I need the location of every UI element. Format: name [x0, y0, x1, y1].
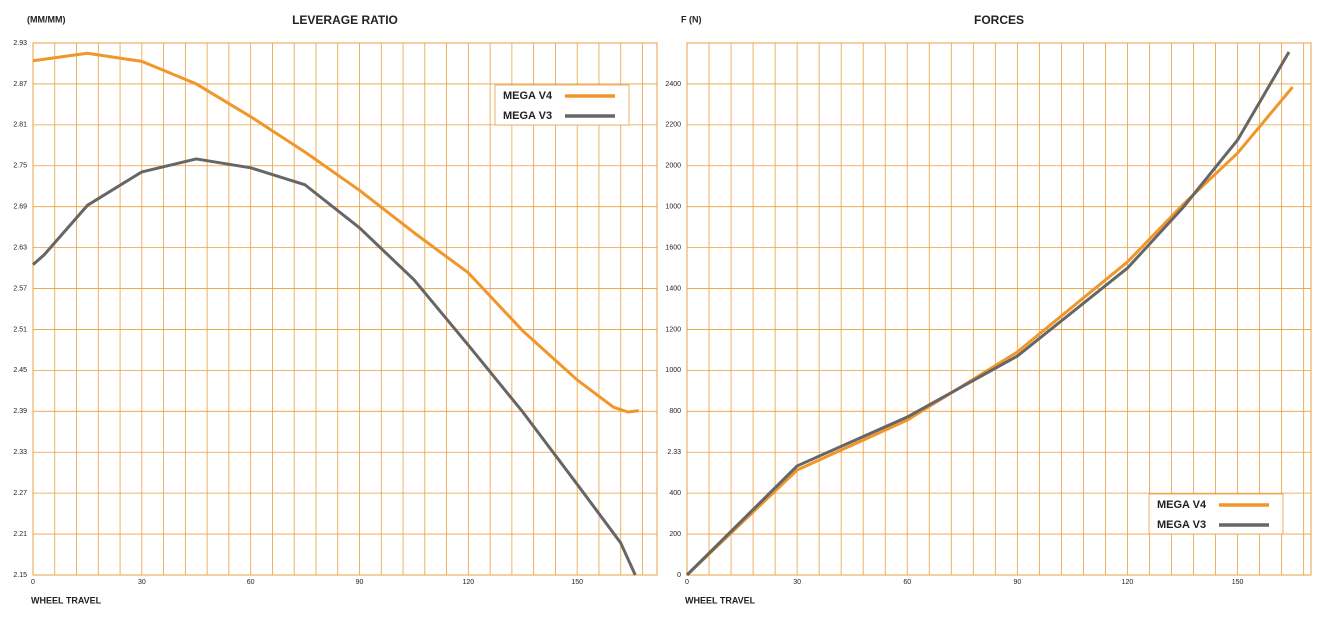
legend-label: MEGA V3 [1157, 519, 1206, 531]
y-tick-label: 1200 [665, 326, 681, 333]
y-tick-label: 2.21 [13, 531, 27, 538]
x-axis-label: WHEEL TRAVEL [31, 595, 102, 605]
y-tick-label: 2.87 [13, 81, 27, 88]
y-tick-label: 2.69 [13, 204, 27, 211]
y-tick-label: 2200 [665, 122, 681, 129]
y-tick-label: 200 [669, 531, 681, 538]
legend-box [1148, 493, 1284, 535]
chart-title: LEVERAGE RATIO [292, 13, 398, 27]
y-tick-label: 2.51 [13, 326, 27, 333]
x-tick-label: 60 [903, 579, 911, 586]
x-tick-label: 60 [247, 579, 255, 586]
y-tick-label: 2.93 [13, 40, 27, 47]
y-axis-label: F (N) [681, 14, 702, 24]
y-axis-label: (MM/MM) [27, 14, 65, 24]
y-tick-label: 2.27 [13, 490, 27, 497]
y-tick-label: 800 [669, 408, 681, 415]
y-tick-label: 2.39 [13, 408, 27, 415]
y-tick-label: 2.81 [13, 122, 27, 129]
x-tick-label: 90 [356, 579, 364, 586]
y-tick-label: 1600 [665, 244, 681, 251]
line-series [32, 51, 640, 414]
legend-label: MEGA V4 [1157, 499, 1207, 511]
x-tick-label: 120 [1122, 579, 1134, 586]
y-tick-label: 2000 [665, 163, 681, 170]
y-tick-label: 1400 [665, 285, 681, 292]
y-tick-label: 2.33 [13, 449, 27, 456]
y-tick-label: 2.75 [13, 163, 27, 170]
y-tick-label: 2400 [665, 81, 681, 88]
x-tick-label: 150 [571, 579, 583, 586]
legend-label: MEGA V3 [503, 110, 552, 122]
y-tick-label: 400 [669, 490, 681, 497]
x-tick-label: 30 [793, 579, 801, 586]
line-series [685, 51, 1291, 577]
legend-label: MEGA V4 [503, 90, 553, 102]
line-series [32, 157, 637, 576]
chart-title: FORCES [974, 13, 1024, 27]
x-tick-label: 90 [1013, 579, 1021, 586]
x-axis-label: WHEEL TRAVEL [685, 595, 756, 605]
y-tick-label: 2.45 [13, 367, 27, 374]
y-tick-label: 1000 [665, 204, 681, 211]
x-tick-label: 150 [1232, 579, 1244, 586]
y-tick-label: 2.63 [13, 244, 27, 251]
y-tick-label: 1000 [665, 367, 681, 374]
legend-box [494, 84, 630, 126]
y-tick-label: 2.57 [13, 285, 27, 292]
x-tick-label: 120 [463, 579, 475, 586]
line-series [685, 86, 1294, 577]
x-tick-label: 30 [138, 579, 146, 586]
x-tick-label: 0 [685, 579, 689, 586]
x-tick-label: 0 [31, 579, 35, 586]
y-tick-label: 2.15 [13, 572, 27, 579]
y-tick-label: 0 [677, 572, 681, 579]
y-tick-label: 2.33 [667, 449, 681, 456]
